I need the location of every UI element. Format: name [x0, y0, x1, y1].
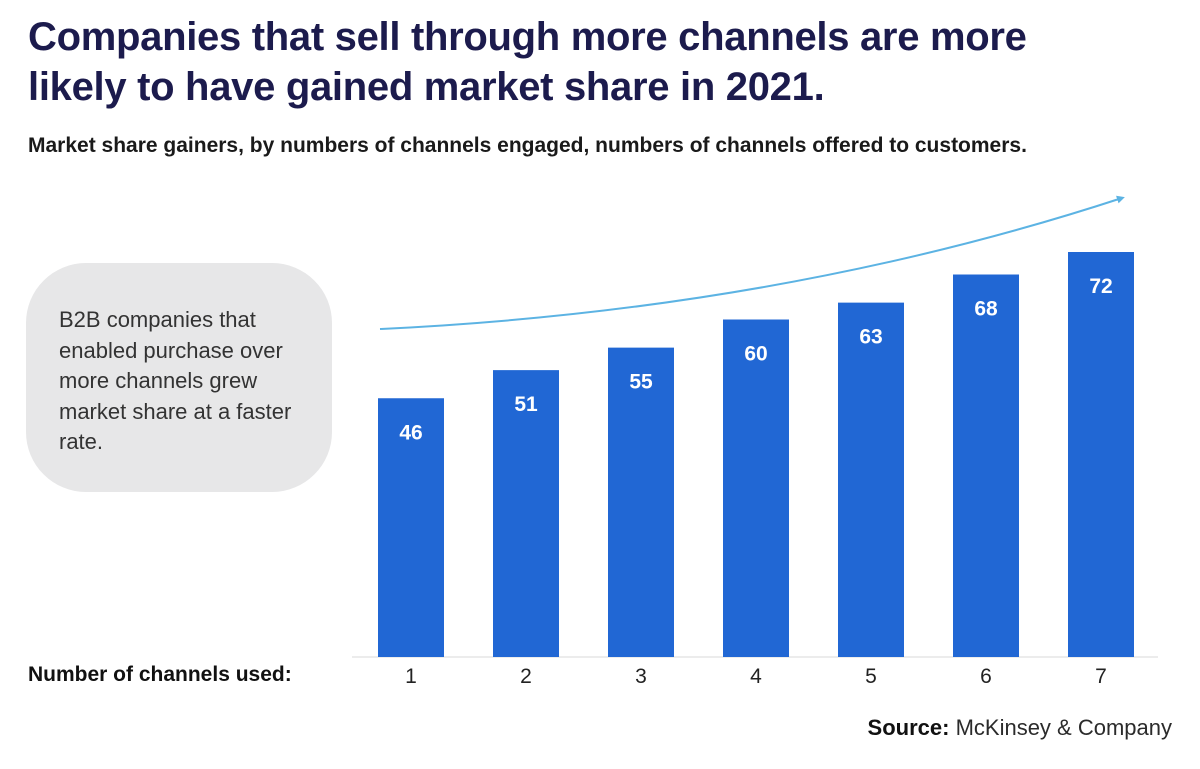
bar-3: [608, 347, 674, 657]
x-tick-label: 5: [865, 665, 877, 688]
x-tick-label: 7: [1095, 665, 1107, 688]
source-text: McKinsey & Company: [955, 715, 1172, 740]
bar-value-label: 72: [1089, 275, 1112, 298]
trend-arrow: [379, 195, 1125, 330]
bar-value-label: 63: [859, 326, 882, 349]
x-tick-label: 2: [520, 665, 532, 688]
bar-value-label: 51: [514, 393, 538, 416]
bar-7: [1068, 252, 1134, 657]
bar-1: [378, 398, 444, 657]
chart-title: Companies that sell through more channel…: [28, 15, 1027, 109]
x-tick-label: 6: [980, 665, 992, 688]
source-credit: Source: McKinsey & Company: [868, 713, 1172, 743]
bar-5: [838, 302, 904, 657]
bar-value-label: 68: [974, 298, 998, 321]
bar-2: [493, 370, 559, 657]
x-tick-label: 4: [750, 665, 762, 688]
bar-value-label: 60: [744, 343, 767, 366]
callout-box: B2B companies that enabled purchase over…: [26, 263, 332, 492]
chart-subtitle: Market share gainers, by numbers of chan…: [28, 134, 1027, 157]
bar-4: [723, 319, 789, 657]
bar-value-label: 46: [399, 421, 422, 444]
x-tick-label: 1: [405, 665, 417, 688]
bar-6: [953, 274, 1019, 657]
x-tick-label: 3: [635, 665, 647, 688]
bar-value-label: 55: [629, 371, 653, 394]
x-axis-label: Number of channels used:: [28, 663, 292, 686]
source-label: Source:: [867, 715, 950, 740]
